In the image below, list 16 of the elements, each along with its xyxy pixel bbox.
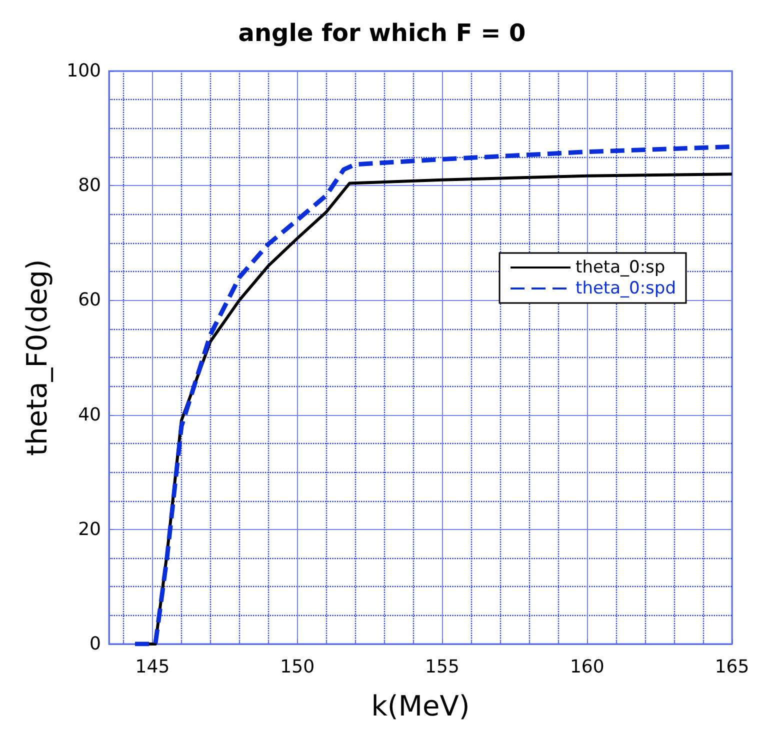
y-tick-label: 80 xyxy=(78,175,101,196)
chart-title: angle for which F = 0 xyxy=(238,19,526,47)
y-tick-label: 100 xyxy=(66,60,101,82)
x-tick-label: 145 xyxy=(135,656,170,678)
legend-label: theta_0:sp xyxy=(576,258,666,278)
y-tick-label: 60 xyxy=(78,290,101,311)
x-tick-label: 150 xyxy=(280,656,315,678)
y-tick-label: 20 xyxy=(78,518,101,540)
y-tick-label: 0 xyxy=(90,634,101,654)
x-tick-label: 160 xyxy=(570,656,604,678)
y-tick-label: 40 xyxy=(78,404,101,426)
x-tick-label: 155 xyxy=(425,656,460,678)
y-axis-title: theta_F0(deg) xyxy=(20,259,54,456)
x-axis-title: k(MeV) xyxy=(371,690,470,722)
x-tick-label: 165 xyxy=(714,656,750,678)
legend-label: theta_0:spd xyxy=(576,278,676,298)
